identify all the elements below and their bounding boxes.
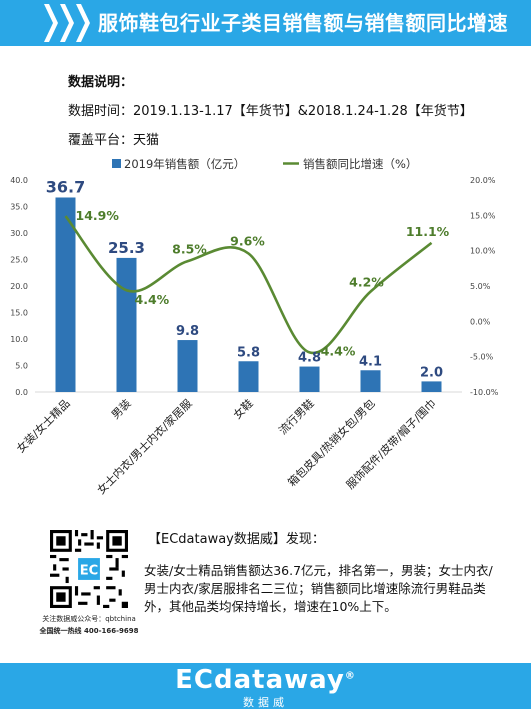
notes-platform: 覆盖平台：天猫 [68,133,160,148]
y-left-tick-label: 30.0 [10,229,28,238]
bar [55,197,76,392]
line-value-label: 4.4% [135,292,170,307]
y-right-tick-label: 5.0% [470,282,491,291]
bar-value-label: 4.8 [298,351,321,366]
legend-bar-label: 2019年销售额（亿元） [124,157,245,171]
y-right-tick-label: -5.0% [470,353,494,362]
bar [360,370,381,392]
growth-line [64,215,433,355]
y-right-tick-label: 0.0% [470,317,491,326]
notes-time: 数据时间：2019.1.13-1.17【年货节】&2018.1.24-1.28【… [68,104,473,119]
qr-caption-hotline: 全国统一热线 400-166-9698 [39,627,139,635]
y-left-tick-label: 10.0 [10,335,28,344]
chevron-icon [76,4,90,42]
bar-value-label: 25.3 [108,239,145,257]
legend-line-label: 销售额同比增速（%） [303,157,417,171]
bar-value-label: 36.7 [46,177,85,196]
page-title: 服饰鞋包行业子类目销售额与销售额同比增速 [98,11,508,35]
y-left-tick-label: 15.0 [10,309,28,318]
bar-value-label: 5.8 [237,345,260,360]
bar [421,381,442,392]
y-right-tick-label: -10.0% [470,388,499,397]
y-left-tick-label: 40.0 [10,176,28,185]
y-right-tick-label: 15.0% [470,211,496,220]
bar [238,361,259,392]
notes-label: 数据说明： [68,75,134,90]
y-left-tick-label: 20.0 [10,282,28,291]
footer-logo-text: ECdataway [175,665,345,695]
chevron-icon [44,4,58,42]
footer-logo: ECdataway® [0,665,531,695]
qr-caption-wechat: 关注数据威公众号：qbtchina [42,615,136,623]
bar-value-label: 4.1 [359,354,382,369]
footer-subtitle: 数据威 [243,696,288,709]
y-left-tick-label: 5.0 [15,362,28,371]
y-right-tick-label: 10.0% [470,247,496,256]
bar [116,257,137,392]
line-value-label: 9.6% [230,233,265,248]
bar [177,340,198,392]
line-value-label: 8.5% [172,241,207,256]
legend-bar-swatch [112,159,121,168]
y-left-tick-label: 35.0 [10,203,28,212]
bar-value-label: 2.0 [420,365,443,380]
finding-title: 【ECdataway数据威】发现： [148,532,325,547]
x-tick-label: 流行男鞋 [276,396,317,437]
qr-code-icon: EC [50,530,128,608]
header-banner: 服饰鞋包行业子类目销售额与销售额同比增速 [0,0,531,46]
sales-chart: 2019年销售额（亿元） 销售额同比增速（%） 0.0 5.0 10.0 15.0 20.0… [10,157,499,497]
y-right-tick-label: 20.0% [470,176,496,185]
x-tick-label: 男装 [109,397,134,422]
x-tick-label: 女装/女士精品 [13,396,72,455]
chevron-icon [60,4,74,42]
x-tick-label: 女鞋 [230,396,255,421]
registered-mark: ® [344,670,356,682]
y-left-tick-label: 25.0 [10,256,28,265]
line-value-label: -4.4% [316,343,356,358]
finding-body: 女装/女士精品销售额达36.7亿元，排名第一，男装；女士内衣/男士内衣/家居服排… [144,563,493,614]
qr-brand: EC [80,563,99,578]
footer-banner: ECdataway® 数据威 [0,663,531,709]
line-value-label: 4.2% [349,275,384,290]
bar [299,366,320,392]
line-value-label: 14.9% [76,208,120,223]
line-value-label: 11.1% [406,224,450,239]
y-left-tick-label: 0.0 [15,388,28,397]
bar-value-label: 9.8 [176,324,199,339]
